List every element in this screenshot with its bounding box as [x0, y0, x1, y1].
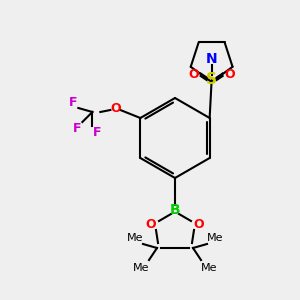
Text: O: O — [146, 218, 156, 232]
Text: O: O — [224, 68, 235, 82]
Text: Me: Me — [133, 263, 149, 273]
Text: O: O — [110, 101, 121, 115]
Text: Me: Me — [201, 263, 217, 273]
Text: O: O — [194, 218, 204, 232]
Text: F: F — [93, 125, 102, 139]
Text: O: O — [188, 68, 199, 82]
Text: Me: Me — [207, 233, 223, 243]
Text: S: S — [206, 73, 217, 88]
Text: F: F — [73, 122, 82, 134]
Text: N: N — [206, 52, 218, 66]
Text: F: F — [69, 95, 78, 109]
Text: Me: Me — [127, 233, 143, 243]
Text: B: B — [170, 203, 180, 217]
